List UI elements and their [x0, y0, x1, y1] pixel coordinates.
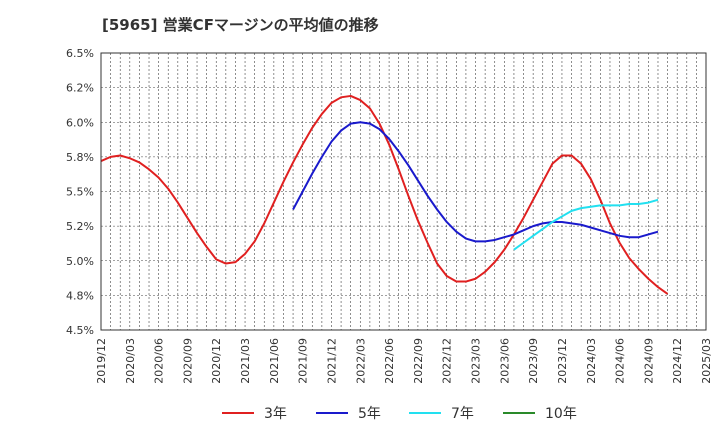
x-tick-label: 2024/12: [671, 338, 684, 384]
x-tick-label: 2022/09: [412, 338, 425, 384]
legend-label: 5年: [358, 406, 381, 422]
x-tick-label: 2023/12: [556, 338, 569, 384]
x-tick-label: 2020/06: [153, 338, 166, 384]
x-tick-label: 2022/12: [441, 338, 454, 384]
x-tick-label: 2024/06: [614, 338, 627, 384]
y-tick-label: 4.5%: [66, 324, 94, 337]
x-tick-label: 2023/06: [498, 338, 511, 384]
y-tick-label: 6.0%: [66, 116, 94, 129]
y-tick-label: 4.8%: [66, 289, 94, 302]
series-line: [292, 121, 659, 243]
legend-label: 10年: [545, 406, 577, 422]
y-axis-ticks: 4.5% 4.8% 5.0% 5.2% 5.5% 5.8% 6.0% 6.2% 6.5%: [66, 47, 94, 337]
x-tick-label: 2021/06: [268, 338, 281, 384]
y-tick-label: 6.5%: [66, 47, 94, 60]
plot-frame: [100, 52, 707, 331]
legend-label: 7年: [451, 406, 474, 422]
x-tick-label: 2023/03: [470, 338, 483, 384]
x-tick-label: 2023/09: [527, 338, 540, 384]
x-tick-label: 2021/09: [297, 338, 310, 384]
grid: [101, 53, 706, 330]
x-tick-label: 2020/12: [210, 338, 223, 384]
series-line: [513, 198, 659, 251]
x-tick-label: 2019/12: [95, 338, 108, 384]
x-axis-ticks: 2019/12 2020/03 2020/06 2020/09 2020/12 2021/…: [95, 338, 713, 384]
x-tick-label: 2024/09: [642, 338, 655, 384]
y-tick-label: 5.0%: [66, 255, 94, 268]
series-line: [100, 94, 669, 295]
x-tick-label: 2022/06: [383, 338, 396, 384]
x-tick-label: 2024/03: [585, 338, 598, 384]
legend: 3年 5年 7年 10年: [222, 406, 577, 422]
y-tick-label: 6.2%: [66, 82, 94, 95]
x-tick-label: 2021/12: [325, 338, 338, 384]
y-tick-label: 5.2%: [66, 220, 94, 233]
x-tick-label: 2020/03: [124, 338, 137, 384]
chart-title: [5965] 営業CFマージンの平均値の推移: [102, 16, 379, 34]
x-tick-label: 2022/03: [354, 338, 367, 384]
legend-label: 3年: [264, 406, 287, 422]
y-tick-label: 5.5%: [66, 186, 94, 199]
x-tick-label: 2021/03: [239, 338, 252, 384]
series-lines: [100, 94, 669, 295]
y-tick-label: 5.8%: [66, 151, 94, 164]
x-tick-label: 2025/03: [700, 338, 713, 384]
x-tick-label: 2020/09: [181, 338, 194, 384]
